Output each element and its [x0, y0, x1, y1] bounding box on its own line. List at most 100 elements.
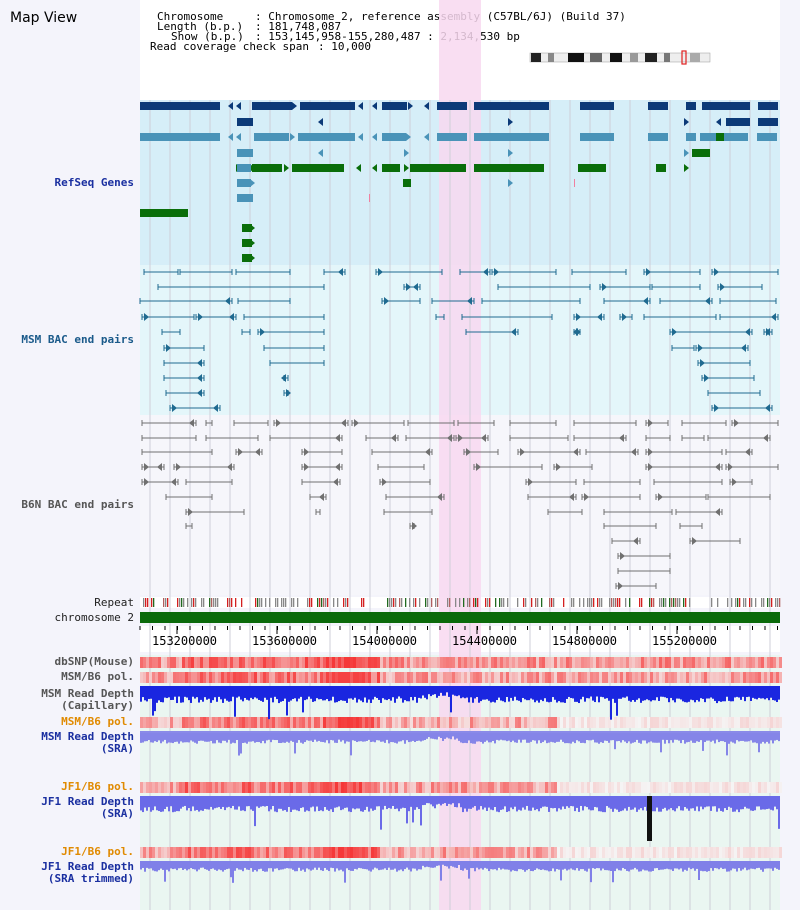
msm-bac-pair-arrow[interactable] [197, 374, 202, 382]
refseq-gene[interactable] [437, 102, 467, 110]
b6n-bac-pair-arrow[interactable] [437, 493, 442, 501]
refseq-gene[interactable] [242, 239, 252, 247]
msm-bac-pair-arrow[interactable] [494, 268, 499, 276]
refseq-gene[interactable] [403, 179, 411, 187]
refseq-gene[interactable] [382, 164, 400, 172]
msm-bac-features[interactable] [139, 268, 779, 412]
msm-bac-pair-arrow[interactable] [714, 404, 719, 412]
track-label-jf1-depth-trim-1[interactable]: JF1 Read Depth [41, 860, 134, 873]
b6n-bac-pair-arrow[interactable] [157, 463, 162, 471]
refseq-gene[interactable] [298, 133, 355, 141]
msm-bac-pair-arrow[interactable] [714, 268, 719, 276]
refseq-gene-arrow[interactable] [318, 118, 323, 126]
b6n-bac-pair-arrow[interactable] [648, 463, 653, 471]
msm-bac-pair-arrow[interactable] [483, 268, 488, 276]
refseq-gene[interactable] [237, 179, 251, 187]
b6n-bac-pair-arrow[interactable] [391, 434, 396, 442]
refseq-gene-arrow[interactable] [684, 118, 689, 126]
msm-bac-pair-arrow[interactable] [765, 328, 770, 336]
b6n-bac-pair-arrow[interactable] [763, 434, 768, 442]
chromosome-bar[interactable] [140, 612, 780, 623]
refseq-gene-arrow[interactable] [508, 179, 513, 187]
b6n-bac-pair-arrow[interactable] [412, 522, 417, 530]
refseq-gene[interactable] [578, 164, 606, 172]
refseq-gene[interactable] [656, 164, 666, 172]
track-label-jf1-depth-trim-2[interactable]: (SRA trimmed) [47, 872, 134, 885]
track-label-chromosome[interactable]: chromosome 2 [54, 611, 134, 624]
refseq-gene-arrow[interactable] [358, 102, 363, 110]
b6n-bac-pair-arrow[interactable] [619, 434, 624, 442]
refseq-gene[interactable] [252, 164, 282, 172]
msm-bac-pair-arrow[interactable] [413, 283, 418, 291]
refseq-gene[interactable] [580, 133, 614, 141]
msm-bac-pair-arrow[interactable] [378, 268, 383, 276]
msm-bac-pair-arrow[interactable] [406, 283, 411, 291]
msm-bac-pair-arrow[interactable] [286, 389, 291, 397]
highlight-region[interactable] [439, 0, 481, 910]
b6n-bac-pair-arrow[interactable] [658, 493, 663, 501]
refseq-gene[interactable] [254, 133, 289, 141]
b6n-bac-pair-arrow[interactable] [319, 493, 324, 501]
b6n-bac-pair-arrow[interactable] [176, 463, 181, 471]
refseq-gene-mark[interactable] [369, 194, 370, 202]
track-label-msm-b6-pol-1[interactable]: MSM/B6 pol. [61, 670, 134, 683]
b6n-bac-pair-arrow[interactable] [188, 508, 193, 516]
b6n-bac-pair-arrow[interactable] [255, 448, 260, 456]
msm-bac-pair-arrow[interactable] [622, 313, 627, 321]
b6n-bac-pair-arrow[interactable] [618, 582, 623, 590]
refseq-gene-arrow[interactable] [250, 239, 255, 247]
refseq-gene[interactable] [140, 133, 220, 141]
b6n-bac-pair-arrow[interactable] [728, 463, 733, 471]
b6n-bac-pair-arrow[interactable] [447, 434, 452, 442]
msm-bac-pair-arrow[interactable] [745, 328, 750, 336]
b6n-bac-pair-arrow[interactable] [144, 478, 149, 486]
refseq-gene-arrow[interactable] [292, 102, 297, 110]
track-label-msm-depth-cap-2[interactable]: (Capillary) [61, 699, 134, 712]
msm-bac-pair-arrow[interactable] [225, 297, 230, 305]
refseq-gene-arrow[interactable] [404, 149, 409, 157]
track-label-jf1-depth-sra-1[interactable]: JF1 Read Depth [41, 795, 134, 808]
b6n-bac-pair-arrow[interactable] [584, 493, 589, 501]
refseq-gene-arrow[interactable] [372, 102, 377, 110]
msm-bac-pair-arrow[interactable] [260, 328, 265, 336]
msm-bac-pair-arrow[interactable] [197, 359, 202, 367]
refseq-gene-arrow[interactable] [684, 149, 689, 157]
b6n-bac-pair-arrow[interactable] [528, 478, 533, 486]
refseq-gene-arrow[interactable] [236, 102, 241, 110]
b6n-bac-pair-arrow[interactable] [620, 552, 625, 560]
refseq-gene-arrow[interactable] [228, 133, 233, 141]
msm-bac-pair-arrow[interactable] [576, 313, 581, 321]
refseq-gene-arrow[interactable] [358, 133, 363, 141]
b6n-bac-pair-arrow[interactable] [520, 448, 525, 456]
refseq-gene[interactable] [648, 102, 668, 110]
msm-bac-pair-arrow[interactable] [646, 268, 651, 276]
msm-bac-pair-arrow[interactable] [144, 313, 149, 321]
msm-bac-pair-arrow[interactable] [700, 359, 705, 367]
b6n-bac-pair-arrow[interactable] [333, 478, 338, 486]
b6n-bac-pair-arrow[interactable] [715, 463, 720, 471]
b6n-bac-pair-arrow[interactable] [692, 537, 697, 545]
b6n-bac-pair-arrow[interactable] [569, 493, 574, 501]
b6n-bac-pair-arrow[interactable] [745, 448, 750, 456]
refseq-gene-arrow[interactable] [356, 164, 361, 172]
b6n-bac-pair-arrow[interactable] [466, 448, 471, 456]
msm-bac-pair-arrow[interactable] [338, 268, 343, 276]
msm-bac-pair-arrow[interactable] [198, 313, 203, 321]
b6n-bac-pair-arrow[interactable] [631, 448, 636, 456]
refseq-gene[interactable] [300, 102, 355, 110]
msm-bac-pair-arrow[interactable] [771, 313, 776, 321]
track-label-msm-depth-cap-1[interactable]: MSM Read Depth [41, 687, 134, 700]
msm-bac-pair-arrow[interactable] [704, 374, 709, 382]
b6n-bac-pair-arrow[interactable] [227, 463, 232, 471]
refseq-gene[interactable] [757, 133, 777, 141]
refseq-gene-arrow[interactable] [284, 164, 289, 172]
b6n-bac-pair-arrow[interactable] [476, 463, 481, 471]
track-label-msm-bac[interactable]: MSM BAC end pairs [21, 333, 134, 346]
ideogram-position-marker[interactable] [681, 50, 687, 65]
refseq-gene-arrow[interactable] [250, 254, 255, 262]
refseq-gene[interactable] [237, 194, 253, 202]
b6n-bac-pair-arrow[interactable] [276, 419, 281, 427]
refseq-gene[interactable] [292, 164, 344, 172]
refseq-gene[interactable] [252, 102, 292, 110]
refseq-gene[interactable] [702, 102, 750, 110]
